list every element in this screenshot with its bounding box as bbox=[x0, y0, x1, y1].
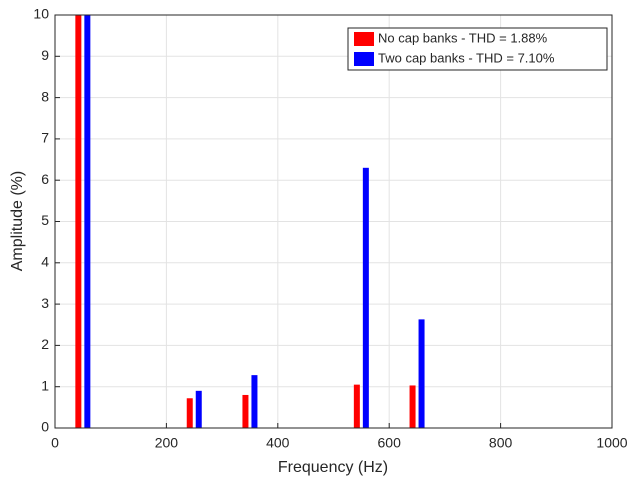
x-tick-label: 600 bbox=[378, 435, 402, 451]
bar bbox=[84, 15, 91, 428]
y-tick-label: 1 bbox=[41, 377, 49, 393]
y-tick-label: 10 bbox=[33, 6, 49, 22]
bar bbox=[409, 385, 416, 428]
axes-box bbox=[54, 14, 613, 429]
y-axis-label: Amplitude (%) bbox=[9, 171, 26, 271]
y-tick-label: 6 bbox=[41, 171, 49, 187]
bar bbox=[251, 375, 258, 428]
x-axis-label: Frequency (Hz) bbox=[278, 459, 388, 476]
y-tick-label: 0 bbox=[41, 419, 49, 435]
y-tick-label: 2 bbox=[41, 336, 49, 352]
bar bbox=[242, 394, 249, 428]
y-tick-label: 4 bbox=[41, 254, 49, 270]
y-tick-label: 5 bbox=[41, 212, 49, 228]
y-tick-label: 7 bbox=[41, 130, 49, 146]
y-tick-label: 8 bbox=[41, 88, 49, 104]
x-tick-label: 1000 bbox=[596, 435, 627, 451]
x-tick-label: 800 bbox=[489, 435, 513, 451]
x-tick-label: 200 bbox=[155, 435, 179, 451]
bar bbox=[362, 167, 369, 428]
legend-box bbox=[347, 27, 608, 71]
bar bbox=[75, 15, 82, 428]
legend-swatch bbox=[354, 52, 374, 66]
legend-swatch bbox=[354, 32, 374, 46]
bar bbox=[353, 384, 360, 428]
legend-label: No cap banks - THD = 1.88% bbox=[378, 30, 548, 45]
bar bbox=[186, 398, 193, 428]
y-tick-label: 9 bbox=[41, 47, 49, 63]
bar bbox=[418, 319, 425, 428]
bar bbox=[195, 390, 202, 428]
x-tick-label: 400 bbox=[266, 435, 290, 451]
x-tick-label: 0 bbox=[51, 435, 59, 451]
y-tick-label: 3 bbox=[41, 295, 49, 311]
legend-label: Two cap banks - THD = 7.10% bbox=[378, 50, 555, 65]
